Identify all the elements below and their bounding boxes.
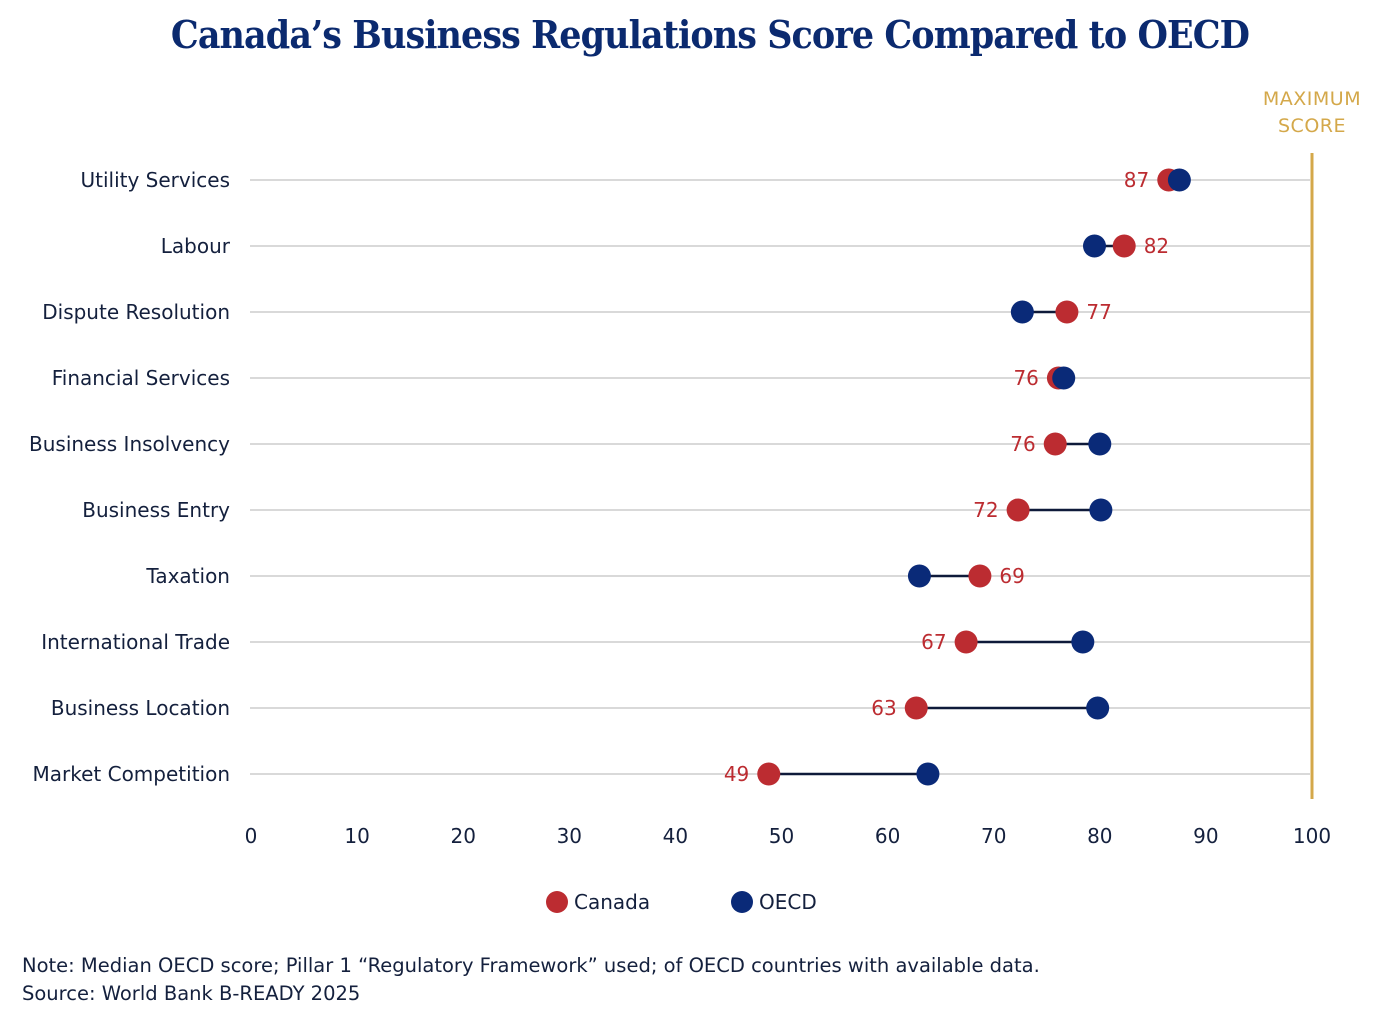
legend-oecd-label: OECD xyxy=(759,890,817,914)
category-labels: Utility Services Labour Dispute Resolution… xyxy=(29,168,231,786)
max-score-reference: MAXIMUM SCORE xyxy=(1263,88,1361,799)
category-label: International Trade xyxy=(41,630,230,654)
category-label: Business Entry xyxy=(82,498,230,522)
x-tick-label: 20 xyxy=(450,824,475,848)
oecd-point xyxy=(1088,432,1112,456)
category-label: Labour xyxy=(161,234,231,258)
data-points xyxy=(757,168,1191,786)
legend-canada-swatch xyxy=(546,891,568,913)
note-text: Note: Median OECD score; Pillar 1 “Regul… xyxy=(22,954,1040,977)
oecd-point xyxy=(1089,498,1113,522)
x-tick-label: 40 xyxy=(663,824,688,848)
legend-item-canada[interactable]: Canada xyxy=(546,890,650,914)
value-labels: 87 82 77 76 76 72 69 67 63 49 xyxy=(724,168,1169,786)
canada-value-label: 87 xyxy=(1124,168,1149,192)
category-label: Taxation xyxy=(145,564,230,588)
oecd-point xyxy=(1086,696,1110,720)
category-label: Financial Services xyxy=(52,366,230,390)
chart-title: Canada’s Business Regulations Score Comp… xyxy=(170,12,1250,57)
canada-value-label: 76 xyxy=(1013,366,1038,390)
connectors xyxy=(768,178,1180,776)
canada-value-label: 69 xyxy=(999,564,1024,588)
category-label: Dispute Resolution xyxy=(42,300,230,324)
canada-value-label: 67 xyxy=(921,630,946,654)
oecd-point xyxy=(1071,630,1095,654)
max-score-label: SCORE xyxy=(1278,115,1346,137)
x-axis-ticks: 0 10 20 30 40 50 60 70 80 90 100 xyxy=(245,824,1331,848)
canada-point xyxy=(1043,432,1067,456)
canada-value-label: 63 xyxy=(871,696,896,720)
canada-value-label: 77 xyxy=(1086,300,1111,324)
canada-point xyxy=(757,762,781,786)
x-tick-label: 100 xyxy=(1293,824,1331,848)
source-text: Source: World Bank B-READY 2025 xyxy=(22,982,361,1005)
x-tick-label: 60 xyxy=(875,824,900,848)
x-tick-label: 10 xyxy=(344,824,369,848)
canada-value-label: 76 xyxy=(1010,432,1035,456)
x-tick-label: 80 xyxy=(1087,824,1112,848)
footnote: Note: Median OECD score; Pillar 1 “Regul… xyxy=(22,952,1040,1008)
legend-canada-label: Canada xyxy=(574,890,651,914)
canada-point xyxy=(968,564,992,588)
canada-value-label: 82 xyxy=(1144,234,1169,258)
oecd-point xyxy=(1082,234,1106,258)
x-tick-label: 50 xyxy=(769,824,794,848)
oecd-point xyxy=(907,564,931,588)
x-tick-label: 0 xyxy=(245,824,258,848)
x-tick-label: 70 xyxy=(981,824,1006,848)
x-tick-label: 30 xyxy=(557,824,582,848)
canada-point xyxy=(1055,300,1079,324)
canada-point xyxy=(954,630,978,654)
canada-value-label: 49 xyxy=(724,762,749,786)
x-tick-label: 90 xyxy=(1193,824,1218,848)
gridlines xyxy=(250,179,1310,775)
oecd-point xyxy=(1167,168,1191,192)
legend-oecd-swatch xyxy=(731,891,753,913)
dumbbell-chart: MAXIMUM SCORE Utility Services Labour Dispu… xyxy=(29,88,1361,848)
legend-item-oecd[interactable]: OECD xyxy=(731,890,817,914)
max-score-label: MAXIMUM xyxy=(1263,88,1361,110)
category-label: Market Competition xyxy=(33,762,231,786)
category-label: Utility Services xyxy=(80,168,230,192)
category-label: Business Insolvency xyxy=(29,432,230,456)
canada-point xyxy=(1006,498,1030,522)
legend: Canada OECD xyxy=(0,890,1400,920)
oecd-point xyxy=(1010,300,1034,324)
category-label: Business Location xyxy=(51,696,230,720)
canada-point xyxy=(1112,234,1136,258)
oecd-point xyxy=(916,762,940,786)
oecd-point xyxy=(1052,366,1076,390)
canada-point xyxy=(904,696,928,720)
canada-value-label: 72 xyxy=(973,498,998,522)
